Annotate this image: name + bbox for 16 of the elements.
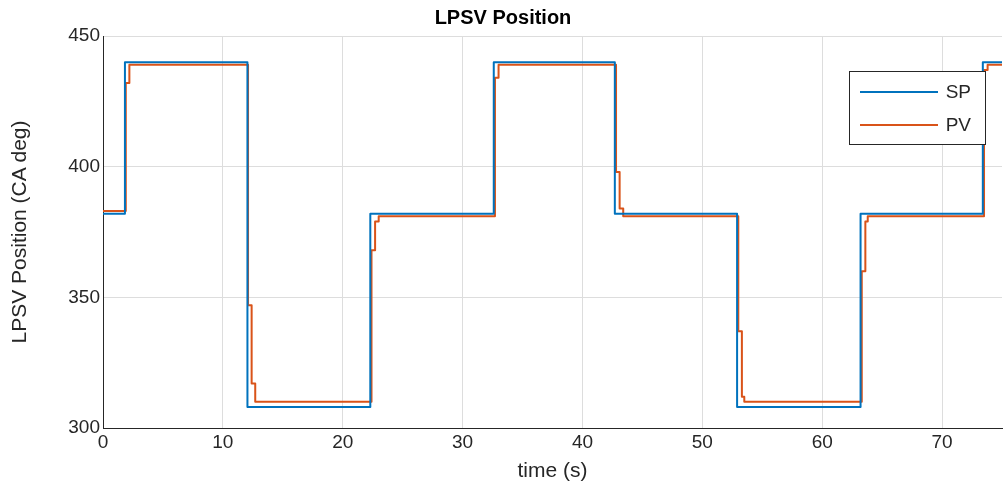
x-tick-label: 20 — [332, 430, 354, 452]
y-tick-label: 450 — [68, 24, 100, 46]
x-tick-label: 30 — [452, 430, 474, 452]
chart-title: LPSV Position — [434, 5, 572, 28]
x-tick-label: 70 — [931, 430, 953, 452]
x-tick-label: 40 — [571, 430, 594, 452]
y-axis-title: LPSV Position (CA deg) — [7, 120, 31, 344]
y-tick-label: 400 — [68, 154, 100, 176]
x-tick-label: 60 — [811, 430, 833, 452]
legend-label: PV — [945, 113, 971, 136]
y-tick-label: 300 — [68, 416, 100, 438]
x-axis-title: time (s) — [517, 458, 588, 482]
y-tick-label: 350 — [68, 285, 100, 307]
x-tick-label: 10 — [212, 430, 234, 452]
x-tick-label: 50 — [691, 430, 713, 452]
legend-label: SP — [945, 80, 971, 103]
